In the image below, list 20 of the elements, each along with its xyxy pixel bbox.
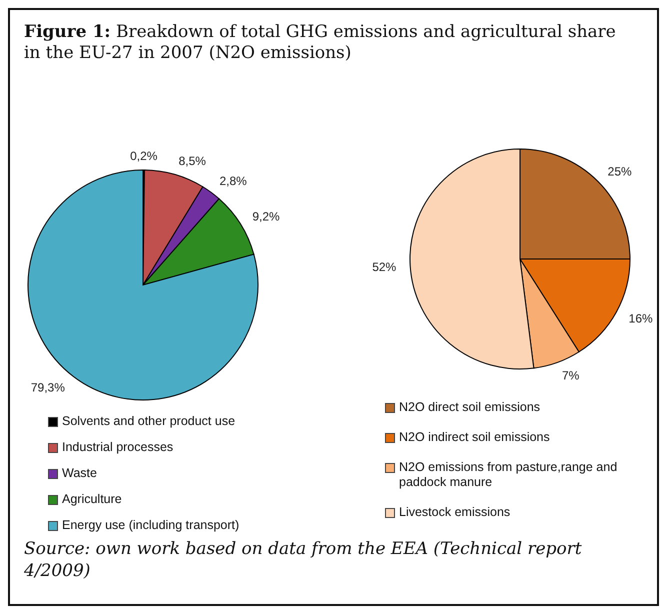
data-label: 16% [628, 312, 654, 326]
data-label: 2,8% [219, 174, 248, 188]
legend-label: Livestock emissions [399, 505, 510, 520]
data-label: 7% [562, 368, 580, 383]
legend-label: Agriculture [62, 492, 122, 507]
data-label: 8,5% [178, 154, 206, 168]
data-label: 52% [372, 260, 397, 274]
legend-label: Industrial processes [62, 440, 174, 455]
text: Figure 1: Breakdown of total GHG emissions and agricultural share in the EU-27 in 2007 (N2O emissions) [24, 22, 617, 64]
legend-label: N2O direct soil emissions [399, 400, 540, 415]
legend-label: N2O indirect soil emissions [399, 430, 550, 445]
data-label: 9,2% [252, 210, 280, 224]
data-label: 79,3% [30, 380, 66, 395]
legend-label: Energy use (including transport) [62, 518, 240, 533]
legend-label: Solvents and other product use [62, 414, 236, 429]
data-label: 0,2% [130, 149, 158, 164]
legend-label: N2O emissions from pasture,range and paddock manure [399, 460, 618, 490]
legend-label: Waste [62, 466, 97, 481]
data-label: 25% [608, 164, 632, 178]
source-note: Source: own work based on data from the EEA (Technical report 4/2009) [24, 538, 583, 582]
